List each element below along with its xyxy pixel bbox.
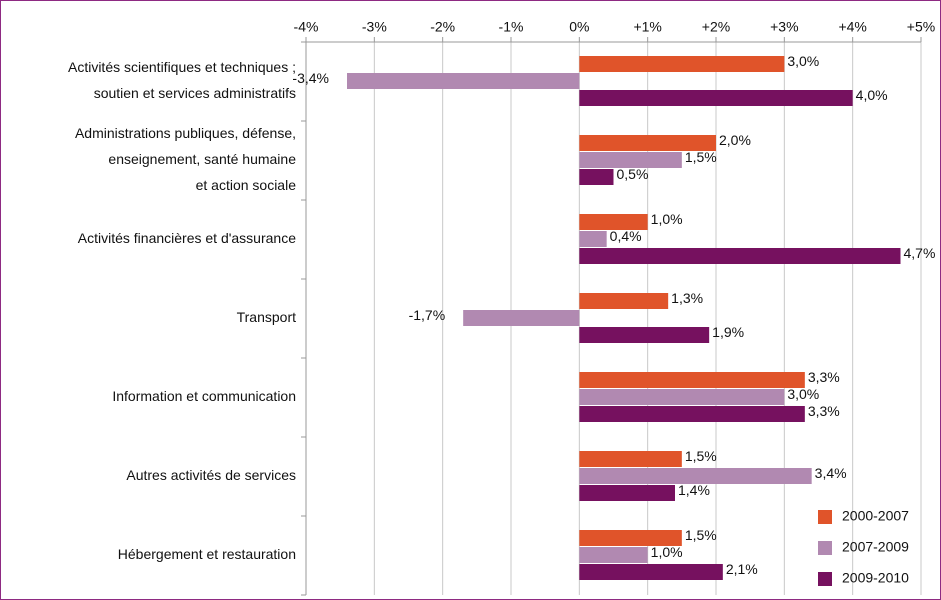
value-label: 3,0% (787, 53, 819, 69)
y-tick-label: soutien et services administratifs (94, 85, 296, 101)
bar (579, 327, 710, 343)
legend-label: 2000-2007 (842, 508, 909, 524)
y-tick-label: Autres activités de services (126, 467, 296, 483)
x-tick-label: -2% (430, 19, 455, 35)
y-tick-label: Activités scientifiques et techniques ; (68, 59, 296, 75)
bar (579, 169, 614, 185)
value-label: -3,4% (292, 70, 329, 86)
value-label: 1,4% (678, 482, 710, 498)
value-label: 1,0% (651, 211, 683, 227)
legend-swatch (818, 510, 832, 524)
value-label: 0,5% (617, 166, 649, 182)
value-label: 1,5% (685, 527, 717, 543)
value-label: 1,0% (651, 544, 683, 560)
value-label: 1,9% (712, 324, 744, 340)
value-label: 3,4% (815, 465, 847, 481)
value-label: 2,0% (719, 132, 751, 148)
value-label: 0,4% (610, 228, 642, 244)
bar (579, 214, 648, 230)
value-label: 3,3% (808, 369, 840, 385)
bar (579, 293, 669, 309)
y-tick-label: Information et communication (112, 388, 296, 404)
legend-swatch (818, 572, 832, 586)
legend-label: 2009-2010 (842, 570, 909, 586)
bar (579, 468, 812, 484)
value-label: 1,5% (685, 448, 717, 464)
value-label: 4,7% (904, 245, 936, 261)
bar (579, 135, 716, 151)
y-tick-label: Activités financières et d'assurance (78, 230, 296, 246)
value-label: 3,3% (808, 403, 840, 419)
value-label: 3,0% (787, 386, 819, 402)
y-tick-label: Administrations publiques, défense, (75, 125, 296, 141)
y-tick-label: Transport (237, 309, 297, 325)
x-tick-label: +1% (633, 19, 661, 35)
value-label: 1,3% (671, 290, 703, 306)
x-tick-label: +2% (702, 19, 730, 35)
bar (579, 485, 675, 501)
y-tick-label: enseignement, santé humaine (108, 151, 296, 167)
value-label: 4,0% (856, 87, 888, 103)
value-label: 1,5% (685, 149, 717, 165)
y-tick-label: Hébergement et restauration (118, 546, 296, 562)
x-tick-label: -1% (499, 19, 524, 35)
value-label: 2,1% (726, 561, 758, 577)
bar (579, 389, 785, 405)
bar (579, 530, 682, 546)
bar (579, 152, 682, 168)
y-tick-label: et action sociale (196, 177, 297, 193)
bar (579, 406, 805, 422)
bar (579, 547, 648, 563)
bar (579, 451, 682, 467)
bar (463, 310, 580, 326)
legend-label: 2007-2009 (842, 539, 909, 555)
x-tick-label: 0% (569, 19, 589, 35)
bar (347, 73, 580, 89)
bar (579, 248, 901, 264)
bar (579, 372, 805, 388)
value-label: -1,7% (409, 307, 446, 323)
x-tick-label: +3% (770, 19, 798, 35)
legend-swatch (818, 541, 832, 555)
bar (579, 231, 607, 247)
x-tick-label: +4% (838, 19, 866, 35)
bar (579, 564, 723, 580)
bar (579, 56, 785, 72)
x-tick-label: +5% (907, 19, 935, 35)
x-tick-label: -4% (294, 19, 319, 35)
x-tick-label: -3% (362, 19, 387, 35)
bar (579, 90, 853, 106)
